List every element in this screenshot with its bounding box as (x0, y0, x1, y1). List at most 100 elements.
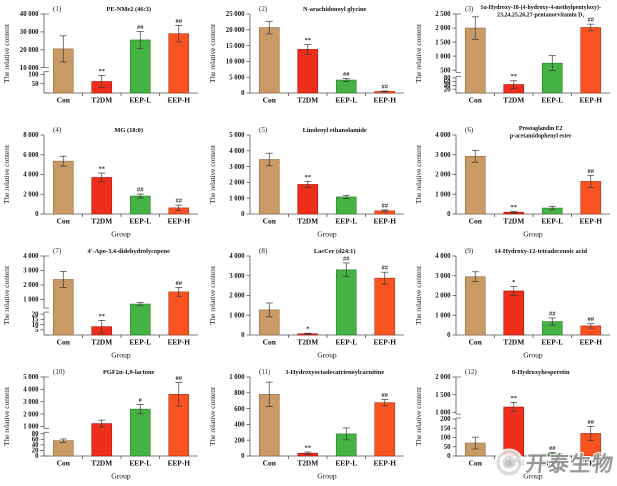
svg-text:T2DM: T2DM (297, 338, 318, 347)
svg-text:2 000: 2 000 (435, 374, 451, 381)
svg-text:20: 20 (444, 86, 451, 93)
svg-text:Con: Con (469, 217, 482, 226)
svg-text:##: ## (137, 24, 144, 31)
svg-text:Group: Group (523, 472, 543, 481)
svg-text:**: ** (511, 204, 518, 211)
svg-text:EEP-L: EEP-L (129, 459, 151, 468)
svg-text:4 000: 4 000 (23, 172, 39, 179)
svg-text:##: ## (549, 311, 556, 318)
svg-text:0: 0 (241, 332, 245, 339)
svg-text:1 000: 1 000 (229, 195, 245, 202)
chart-8-panel: 0 1 000 2 000 3 000 4 000 Con * T2DM ## EEP-L ## EE… (206, 242, 412, 363)
svg-text:EEP-L: EEP-L (541, 338, 563, 347)
svg-text:100: 100 (440, 435, 451, 442)
svg-text:8 000: 8 000 (23, 132, 39, 139)
svg-text:30 000: 30 000 (20, 29, 39, 36)
svg-text:0: 0 (241, 453, 245, 460)
svg-text:**: ** (511, 73, 518, 80)
svg-text:##: ## (382, 202, 389, 209)
svg-text:(7): (7) (53, 247, 62, 255)
svg-text:4′-Apo-3,4-didehydrolycopene: 4′-Apo-3,4-didehydrolycopene (87, 248, 170, 255)
svg-text:2 000: 2 000 (23, 191, 39, 198)
svg-text:(2): (2) (259, 5, 268, 13)
svg-text:##: ## (382, 83, 389, 90)
svg-text:80: 80 (444, 75, 451, 82)
svg-text:MG (18:0): MG (18:0) (114, 127, 143, 134)
svg-text:(4): (4) (53, 126, 62, 134)
svg-text:200: 200 (234, 437, 245, 444)
svg-text:T2DM: T2DM (91, 459, 112, 468)
svg-text:4 000: 4 000 (435, 132, 451, 139)
svg-text:EEP-L: EEP-L (335, 96, 357, 105)
svg-text:1α-Hydroxy-18-(4-hydroxy-4-met: 1α-Hydroxy-18-(4-hydroxy-4-methylpentylo… (480, 4, 601, 11)
svg-text:The relative content: The relative content (414, 265, 423, 325)
svg-text:14-Hydroxy-12-tetradecenoic ac: 14-Hydroxy-12-tetradecenoic acid (494, 248, 587, 255)
svg-text:200: 200 (440, 416, 451, 423)
svg-text:Con: Con (469, 338, 482, 347)
svg-text:Group: Group (317, 351, 337, 360)
chart-3-panel: 20 40 60 80 500 1 000 1 500 2 000 2 500 Con ** T2DM… (412, 0, 617, 121)
svg-text:EEP-H: EEP-H (579, 217, 602, 226)
svg-text:Con: Con (263, 96, 276, 105)
svg-text:The relative content: The relative content (2, 265, 11, 325)
svg-text:##: ## (176, 280, 183, 287)
svg-text:0: 0 (447, 211, 451, 218)
svg-text:**: ** (305, 174, 312, 181)
svg-text:20: 20 (32, 311, 39, 318)
chart-12-panel: 0 50 100 150 200 1 000 1 500 2 000 Con ** T2DM ## EE… (412, 363, 617, 486)
svg-text:EEP-H: EEP-H (167, 338, 190, 347)
svg-text:EEP-H: EEP-H (373, 459, 396, 468)
bar-chart-11: 0 200 400 600 800 1 000 Con ** T2DM EEP-L ## EEP-H (… (208, 368, 404, 481)
svg-text:10 000: 10 000 (226, 59, 245, 66)
svg-text:20 000: 20 000 (20, 47, 39, 54)
chart-9-panel: 0 1 000 2 000 3 000 4 000 Con * T2DM ## EEP-L ## EE… (412, 242, 617, 363)
svg-text:0: 0 (447, 453, 451, 460)
svg-text:5 000: 5 000 (23, 374, 39, 381)
svg-text:EEP-H: EEP-H (579, 96, 602, 105)
svg-text:EEP-H: EEP-H (373, 217, 396, 226)
svg-text:2 000: 2 000 (23, 411, 39, 418)
svg-text:20 000: 20 000 (226, 27, 245, 34)
svg-text:EEP-H: EEP-H (579, 459, 602, 468)
svg-text:EEP-H: EEP-H (167, 217, 190, 226)
svg-text:(12): (12) (465, 368, 477, 376)
svg-text:EEP-H: EEP-H (167, 459, 190, 468)
svg-text:EEP-L: EEP-L (335, 459, 357, 468)
svg-text:3 000: 3 000 (23, 268, 39, 275)
svg-text:Group: Group (111, 351, 131, 360)
svg-text:2 000: 2 000 (23, 282, 39, 289)
chart-11-panel: 0 200 400 600 800 1 000 Con ** T2DM EEP-L ## EEP-H (… (206, 363, 412, 486)
chart-2-panel: 0 5 000 10 000 15 000 20 000 25 000 Con ** T2DM #… (206, 0, 412, 121)
svg-text:23,24,25,26,27-pentanorvitamin: 23,24,25,26,27-pentanorvitamin D₃ (497, 13, 584, 19)
svg-text:EEP-L: EEP-L (541, 459, 563, 468)
svg-text:*: * (512, 279, 515, 286)
svg-text:600: 600 (234, 406, 245, 413)
svg-text:0: 0 (447, 332, 451, 339)
svg-text:3 000: 3 000 (23, 399, 39, 406)
svg-text:15: 15 (32, 317, 39, 324)
svg-text:The relative content: The relative content (2, 23, 11, 83)
svg-text:##: ## (588, 168, 595, 175)
svg-text:##: ## (176, 198, 183, 205)
svg-text:Con: Con (469, 459, 482, 468)
bar-chart-5: 0 1 000 2 000 3 000 4 000 5 000 Con ** T2DM EEP-L… (208, 126, 404, 239)
svg-text:**: ** (99, 166, 106, 173)
bar-chart-9: 0 1 000 2 000 3 000 4 000 Con * T2DM ## EEP-L ## EE… (414, 247, 610, 360)
svg-text:Linoleoyl ethanolamide: Linoleoyl ethanolamide (303, 127, 367, 134)
svg-text:Group: Group (111, 472, 131, 481)
svg-text:800: 800 (234, 390, 245, 397)
svg-text:1 000: 1 000 (435, 53, 451, 60)
svg-text:1 000: 1 000 (23, 424, 39, 431)
svg-text:The relative content: The relative content (208, 386, 217, 446)
svg-text:EEP-L: EEP-L (541, 96, 563, 105)
svg-text:EEP-L: EEP-L (335, 217, 357, 226)
svg-text:#: # (139, 397, 143, 404)
svg-text:1 500: 1 500 (435, 39, 451, 46)
svg-text:1 000: 1 000 (23, 297, 39, 304)
svg-text:##: ## (176, 18, 183, 25)
svg-text:##: ## (343, 255, 350, 262)
svg-text:Con: Con (57, 217, 70, 226)
